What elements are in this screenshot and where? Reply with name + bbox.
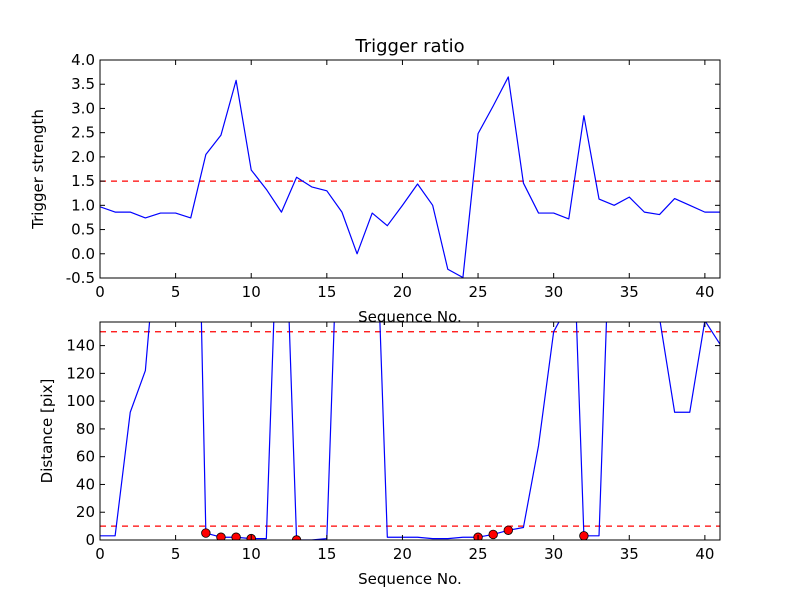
distance-marker-point <box>201 528 211 538</box>
trigger-ratio-x-tick-label: 25 <box>469 283 488 301</box>
distance-y-tick-label: 0 <box>85 531 95 549</box>
distance-panel: 0 5 10 15 20 25 30 35 40 0 20 40 60 80 100 120 140 Seque… <box>38 321 721 588</box>
trigger-ratio-ylabel: Trigger strength <box>29 109 47 230</box>
distance-y-tick-label: 20 <box>76 503 95 521</box>
distance-x-tick-label: 30 <box>544 545 563 563</box>
distance-x-tick-label: 15 <box>317 545 336 563</box>
distance-x-tick-label: 20 <box>393 545 412 563</box>
trigger-ratio-series-line-0 <box>100 76 720 278</box>
trigger-ratio-x-tick-label: 40 <box>695 283 714 301</box>
trigger-ratio-y-tick-label: 1.0 <box>71 196 95 214</box>
distance-y-tick-label: 80 <box>76 420 95 438</box>
distance-ylabel: Distance [pix] <box>38 379 56 484</box>
trigger-ratio-y-tick-label: 0.5 <box>71 221 95 239</box>
trigger-ratio-ticks: 0 5 10 15 20 25 30 35 40 -0.5 0.0 0.5 1.0 1.5 2.0 2.5 3.… <box>66 51 720 301</box>
trigger-ratio-xlabel: Sequence No. <box>358 308 462 326</box>
distance-x-tick-label: 25 <box>469 545 488 563</box>
trigger-ratio-y-tick-label: 3.0 <box>71 99 95 117</box>
trigger-ratio-x-tick-label: 0 <box>95 283 105 301</box>
distance-marker-point <box>503 525 513 535</box>
distance-x-tick-label: 5 <box>171 545 181 563</box>
trigger-ratio-axes-frame <box>99 59 721 279</box>
distance-marker-point <box>216 532 226 540</box>
distance-ticks: 0 5 10 15 20 25 30 35 40 0 20 40 60 80 100 120 140 <box>66 322 720 563</box>
trigger-ratio-y-tick-label: 0.0 <box>71 245 95 263</box>
trigger-ratio-y-tick-label: 2.5 <box>71 124 95 142</box>
distance-axes-frame <box>99 321 721 541</box>
distance-y-tick-label: 120 <box>66 364 95 382</box>
trigger-ratio-panel: 0 5 10 15 20 25 30 35 40 -0.5 0.0 0.5 1.0 1.5 2.0 2.5 3.… <box>29 36 721 326</box>
trigger-ratio-x-tick-label: 15 <box>317 283 336 301</box>
distance-x-tick-label: 10 <box>242 545 261 563</box>
distance-marker-point <box>291 535 302 540</box>
distance-plot-area <box>100 322 720 540</box>
distance-y-tick-label: 140 <box>66 337 95 355</box>
distance-marker-point <box>488 529 498 540</box>
trigger-ratio-x-tick-label: 10 <box>242 283 261 301</box>
trigger-ratio-y-tick-label: 3.5 <box>71 75 95 93</box>
trigger-ratio-y-tick-label: 1.5 <box>71 172 95 190</box>
distance-y-tick-label: 100 <box>66 392 95 410</box>
distance-x-tick-label: 35 <box>620 545 639 563</box>
distance-marker-point <box>579 531 589 540</box>
trigger-ratio-y-tick-label: 2.0 <box>71 148 95 166</box>
trigger-ratio-y-tick-label: 4.0 <box>71 51 95 69</box>
distance-x-tick-label: 40 <box>695 545 714 563</box>
distance-series-line-0 <box>100 322 720 540</box>
trigger-ratio-x-tick-label: 30 <box>544 283 563 301</box>
distance-x-tick-label: 0 <box>95 545 105 563</box>
trigger-ratio-plot-area <box>100 76 720 278</box>
trigger-ratio-y-tick-label: -0.5 <box>66 269 95 287</box>
distance-y-tick-label: 60 <box>76 448 95 466</box>
trigger-ratio-x-tick-label: 35 <box>620 283 639 301</box>
trigger-ratio-x-tick-label: 5 <box>171 283 181 301</box>
distance-xlabel: Sequence No. <box>358 570 462 588</box>
distance-y-tick-label: 40 <box>76 475 95 493</box>
trigger-ratio-title: Trigger ratio <box>354 36 464 57</box>
trigger-ratio-x-tick-label: 20 <box>393 283 412 301</box>
distance-marker-point <box>231 532 241 540</box>
